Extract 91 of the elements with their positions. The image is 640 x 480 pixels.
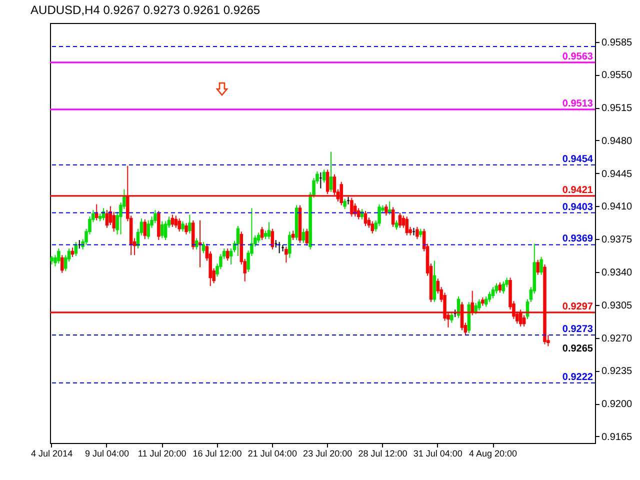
candlestick [260,226,264,241]
x-tick-label: 4 Jul 2014 [31,448,73,458]
y-tick-label: 0.9550 [602,70,633,82]
candlestick [143,218,146,240]
y-tick-label: 0.9165 [602,432,633,443]
candlestick [450,312,454,324]
candlestick [202,241,206,254]
candlestick [154,209,157,224]
candlestick [388,201,392,216]
candlestick [370,220,374,234]
candlestick [391,206,395,228]
candlestick [488,291,492,303]
y-tick-label: 0.9200 [602,399,633,410]
x-tick-label: 16 Jul 12:00 [192,448,242,458]
y-tick-label: 0.9375 [602,234,633,246]
candlestick [164,220,168,241]
candlestick [478,298,481,312]
candlestick [188,214,192,234]
candlestick [474,302,478,315]
y-tick-label: 0.9270 [602,333,633,344]
candlestick [178,218,181,232]
candlestick [57,248,60,264]
x-tick-label: 21 Jul 04:00 [248,448,297,458]
candlestick [192,220,195,250]
candlestick [398,212,402,228]
candlestick [226,248,230,262]
candlestick [60,254,64,274]
candlestick [288,231,292,258]
ref-line-label: 0.9297 [562,301,594,312]
y-tick-label: 0.9305 [602,300,633,312]
candlestick [267,222,271,240]
candlestick [170,214,174,228]
candlestick [184,222,188,235]
ref-line-label: 0.9513 [562,98,594,110]
y-tick-label: 0.9480 [602,136,633,147]
y-tick-label: 0.9585 [602,37,633,48]
candlestick [502,280,505,294]
ref-line-label: 0.9273 [562,324,594,335]
candlestick [540,256,543,276]
y-tick-label: 0.9445 [602,168,633,180]
ref-line-label: 0.9421 [562,184,594,196]
candlestick [305,228,309,246]
ref-line-label: 0.9222 [562,372,594,383]
candlestick [291,230,295,241]
x-tick-label: 23 Jul 20:00 [303,448,352,458]
candlestick [70,247,74,258]
candlestick [498,282,502,294]
candlestick [236,225,240,257]
candlestick [257,232,260,244]
candlestick [343,198,346,210]
candlestick [284,246,288,264]
ref-line-label: 0.9369 [562,234,594,245]
candlestick [356,208,360,220]
x-tick-label: 11 Jul 20:00 [138,448,186,458]
candlestick [329,151,333,193]
candlestick [494,282,498,294]
candlestick [181,220,184,232]
candlestick [302,228,306,244]
x-tick-label: 28 Jul 12:00 [358,448,408,458]
candlestick [194,238,198,250]
candlestick [174,215,178,228]
candlestick [354,202,357,218]
ref-line-label: 0.9403 [562,202,594,213]
candlestick [491,286,495,299]
candlestick [157,210,160,241]
candlestick [405,216,408,236]
y-tick-label: 0.9340 [602,267,633,278]
x-tick-label: 9 Jul 04:00 [84,448,129,458]
candlestick [394,220,398,230]
y-tick-label: 0.9410 [602,202,633,213]
candlestick [432,260,436,303]
candlestick [536,259,540,276]
candlestick [322,169,326,184]
candlestick [160,220,164,239]
candlestick [105,209,109,228]
y-tick-label: 0.9235 [602,366,633,378]
candlestick [146,220,150,240]
candlestick [522,314,526,327]
y-tick-label: 0.9515 [602,103,633,114]
x-tick-label: 4 Aug 20:00 [469,448,518,458]
candlestick [416,226,419,240]
candlestick [364,210,368,226]
ref-line-label: 0.9454 [562,154,594,165]
candlestick [95,204,98,221]
candlestick [484,296,488,308]
ref-line-label: 0.9563 [562,51,594,62]
chart-title: AUDUSD,H4 0.9267 0.9273 0.9261 0.9265 [30,3,260,17]
x-tick-label: 31 Jul 04:00 [413,448,462,458]
candlestick [384,204,388,216]
text: 0.9265 [562,343,594,354]
candlestick [270,228,274,250]
